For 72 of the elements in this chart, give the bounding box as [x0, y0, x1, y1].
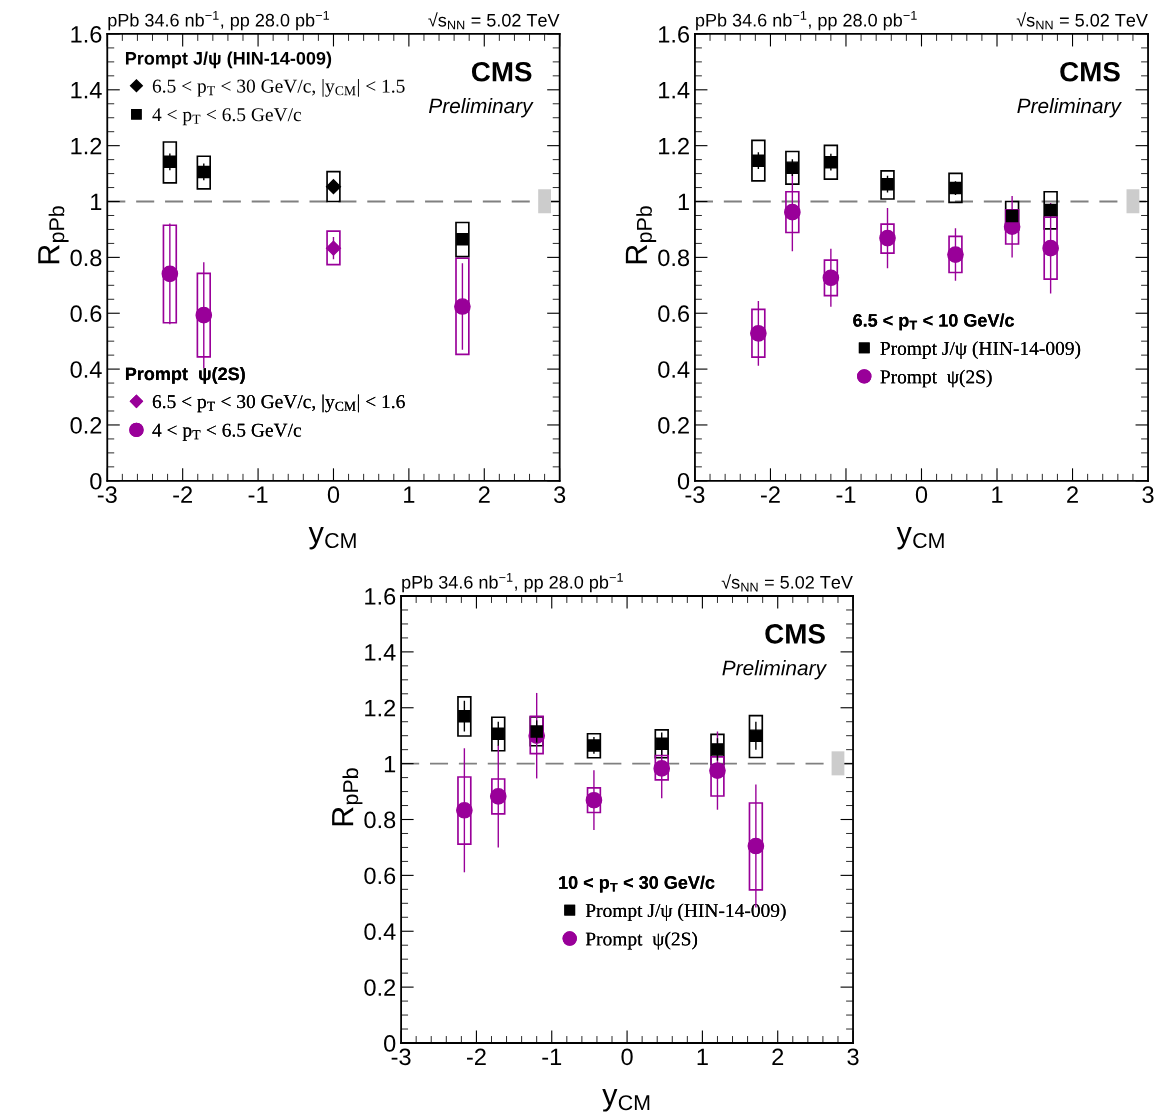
- x-tick-label: 2: [772, 1048, 784, 1065]
- annotation: Prompt J/ψ (HIN-14-009): [125, 51, 332, 69]
- y-tick-label: 0.4: [70, 361, 102, 378]
- y-tick-label: 0.2: [364, 979, 396, 996]
- y-tick-label: 1.2: [659, 137, 689, 155]
- legend-label: 6.5 < p$_{T}$ < 30 GeV/c, |y$_{CM}$| < 1.5: [152, 78, 405, 97]
- x-tick-label: 0: [621, 1048, 633, 1066]
- legend-label: Prompt ψ(2S): [880, 369, 992, 388]
- y-tick-label: 0.6: [364, 867, 396, 885]
- y-tick-label: 1.2: [71, 137, 102, 155]
- text: √s$_{NN}$ = 5.02 TeV: [721, 574, 853, 592]
- y-tick-label: 0.6: [70, 305, 102, 323]
- x-tick-label: -2: [761, 486, 780, 503]
- y-tick-label: 1.6: [659, 26, 690, 43]
- legend-label: 4 < p$_{T}$ < 6.5 GeV/c: [152, 423, 302, 441]
- x-tick-label: 0: [327, 486, 340, 504]
- y-tick-label: 0.8: [658, 249, 690, 267]
- legend-label: Prompt J/ψ (HIN-14-009): [880, 341, 1081, 359]
- text: pPb 34.6 nb$^{−1}$, pp 28.0 pb$^{−1}$: [402, 573, 623, 593]
- annotation: Preliminary: [722, 660, 827, 680]
- annotation: Prompt ψ(2S): [125, 366, 245, 384]
- text: √s$_{NN}$ = 5.02 TeV: [1016, 12, 1148, 30]
- y-tick-label: 0.6: [658, 305, 690, 323]
- annotation: CMS: [1060, 61, 1120, 82]
- y-tick-label: 1.4: [659, 82, 690, 99]
- legend-label: Prompt ψ(2S): [585, 931, 698, 950]
- y-tick-label: 1: [91, 193, 102, 211]
- legend-label: 6.5 < p$_{T}$ < 30 GeV/c, |y$_{CM}$| < 1.6: [152, 394, 405, 413]
- legend-label: Prompt J/ψ (HIN-14-009): [585, 903, 786, 922]
- x-tick-label: 2: [1067, 486, 1078, 503]
- annotation: CMS: [765, 624, 825, 644]
- legend-title: 10 < p$_{T}$ < 30 GeV/c: [559, 875, 715, 893]
- y-tick-label: 0.2: [70, 417, 102, 434]
- y-tick-label: 0.4: [658, 361, 690, 378]
- y-tick-label: 1.4: [365, 644, 396, 661]
- x-tick-label: 3: [847, 1048, 859, 1066]
- y-axis-title: R$_{pPb}$: [625, 206, 657, 264]
- annotation: Preliminary: [1017, 97, 1122, 118]
- y-tick-label: 0.4: [364, 923, 396, 941]
- x-tick-label: -2: [173, 486, 192, 503]
- text: pPb 34.6 nb$^{−1}$, pp 28.0 pb$^{−1}$: [108, 11, 330, 31]
- x-axis-title: y$_{CM}$: [602, 1089, 650, 1112]
- x-axis-title: y$_{CM}$: [896, 526, 944, 550]
- y-axis-title: R$_{pPb}$: [332, 768, 363, 826]
- y-axis-title: R$_{pPb}$: [38, 206, 69, 264]
- legend-label: 4 < p$_{T}$ < 6.5 GeV/c: [152, 108, 302, 126]
- annotation: CMS: [471, 61, 532, 82]
- annotation: Preliminary: [428, 97, 534, 118]
- x-tick-label: 0: [915, 486, 928, 504]
- y-tick-label: 0.2: [658, 417, 689, 434]
- legend-title: 6.5 < p$_{T}$ < 10 GeV/c: [853, 313, 1014, 331]
- y-tick-label: 0.8: [70, 249, 102, 267]
- text: pPb 34.6 nb$^{−1}$, pp 28.0 pb$^{−1}$: [696, 11, 917, 31]
- y-tick-label: 1.2: [365, 699, 396, 717]
- x-tick-label: 1: [992, 486, 1003, 503]
- y-tick-label: 1.6: [365, 588, 396, 605]
- x-tick-label: 1: [404, 486, 415, 503]
- y-tick-label: 0.8: [364, 811, 396, 829]
- text: √s$_{NN}$ = 5.02 TeV: [428, 12, 560, 30]
- x-tick-label: -1: [248, 486, 268, 503]
- y-tick-label: 1.4: [71, 82, 102, 99]
- x-tick-label: 2: [478, 486, 490, 503]
- y-tick-label: 1: [678, 193, 689, 211]
- x-tick-label: -1: [542, 1048, 562, 1065]
- y-tick-label: 1: [384, 755, 396, 773]
- x-axis-title: y$_{CM}$: [308, 526, 356, 550]
- y-tick-label: 1.6: [71, 26, 102, 43]
- x-tick-label: 3: [554, 486, 566, 504]
- x-tick-label: -1: [836, 486, 856, 503]
- x-tick-label: -2: [466, 1048, 486, 1065]
- x-tick-label: 1: [697, 1048, 708, 1065]
- x-tick-label: 3: [1142, 486, 1154, 504]
